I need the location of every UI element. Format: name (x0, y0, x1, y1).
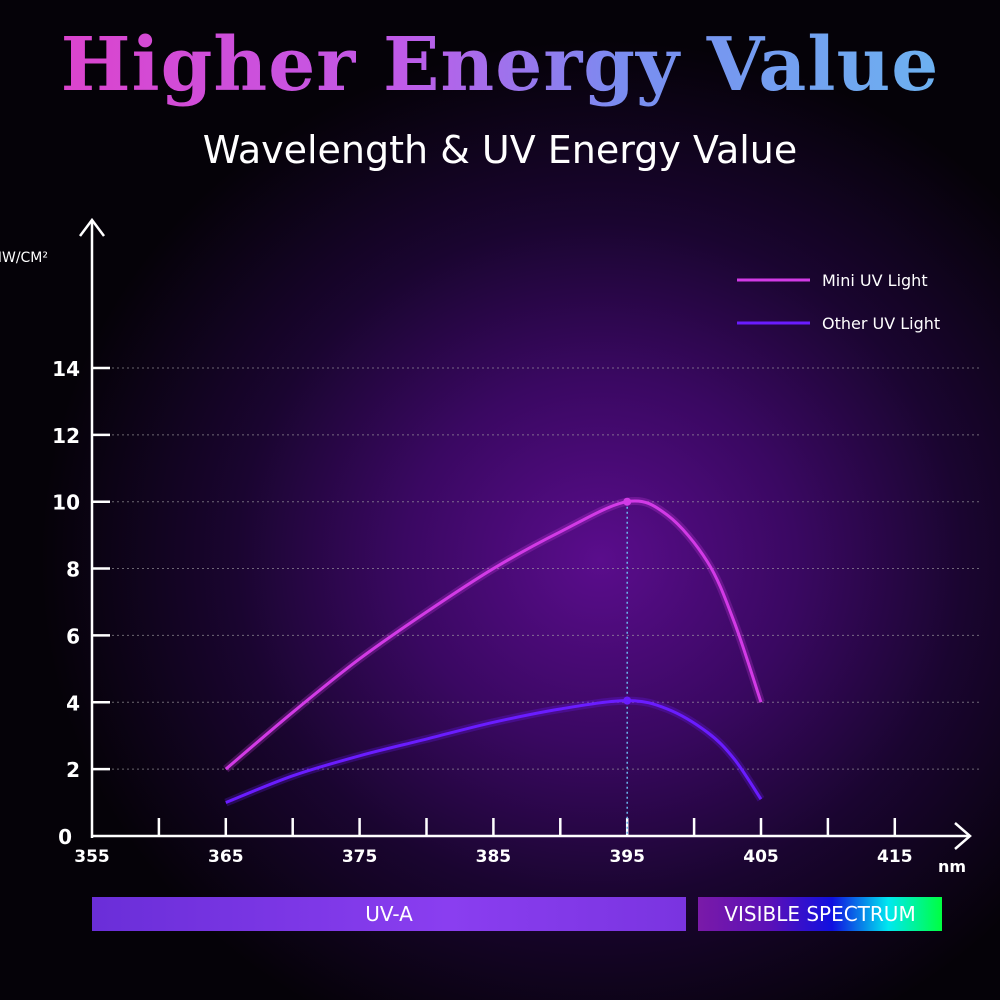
y-tick-label: 14 (52, 357, 80, 381)
y-tick-label: 12 (52, 424, 80, 448)
chart-title: Wavelength & UV Energy Value (202, 128, 798, 172)
y-tick-label: 6 (66, 624, 80, 648)
uva-band: UV-A (92, 897, 686, 931)
x-tick-label: 395 (609, 847, 645, 867)
y-tick-label: 10 (52, 491, 80, 515)
peak-point (623, 696, 632, 705)
x-tick-label: 415 (877, 847, 913, 867)
headline: Higher Energy Value (0, 22, 1000, 108)
x-tick-label: 375 (342, 847, 378, 867)
series-line-mini-uv (224, 499, 763, 771)
y-axis-label: MW/CM² (0, 250, 48, 266)
x-tick-label: 355 (74, 847, 110, 867)
y-tick-label: 2 (66, 758, 80, 782)
x-tick-label: 405 (743, 847, 779, 867)
visible-spectrum-band: VISIBLE SPECTRUM (698, 897, 942, 931)
legend-label: Mini UV Light (822, 271, 928, 290)
y-tick-label: 8 (66, 558, 80, 582)
legend-label: Other UV Light (822, 314, 940, 333)
peak-point (623, 497, 632, 506)
y-tick-label: 4 (66, 691, 80, 715)
x-tick-label: 365 (208, 847, 244, 867)
x-tick-label: 385 (476, 847, 512, 867)
x-axis-label: nm (938, 857, 966, 876)
x-axis-arrow-icon (954, 822, 972, 850)
y-tick-label: 0 (58, 825, 72, 849)
series-line-other-uv (225, 699, 763, 804)
y-axis-arrow-icon (79, 217, 105, 237)
